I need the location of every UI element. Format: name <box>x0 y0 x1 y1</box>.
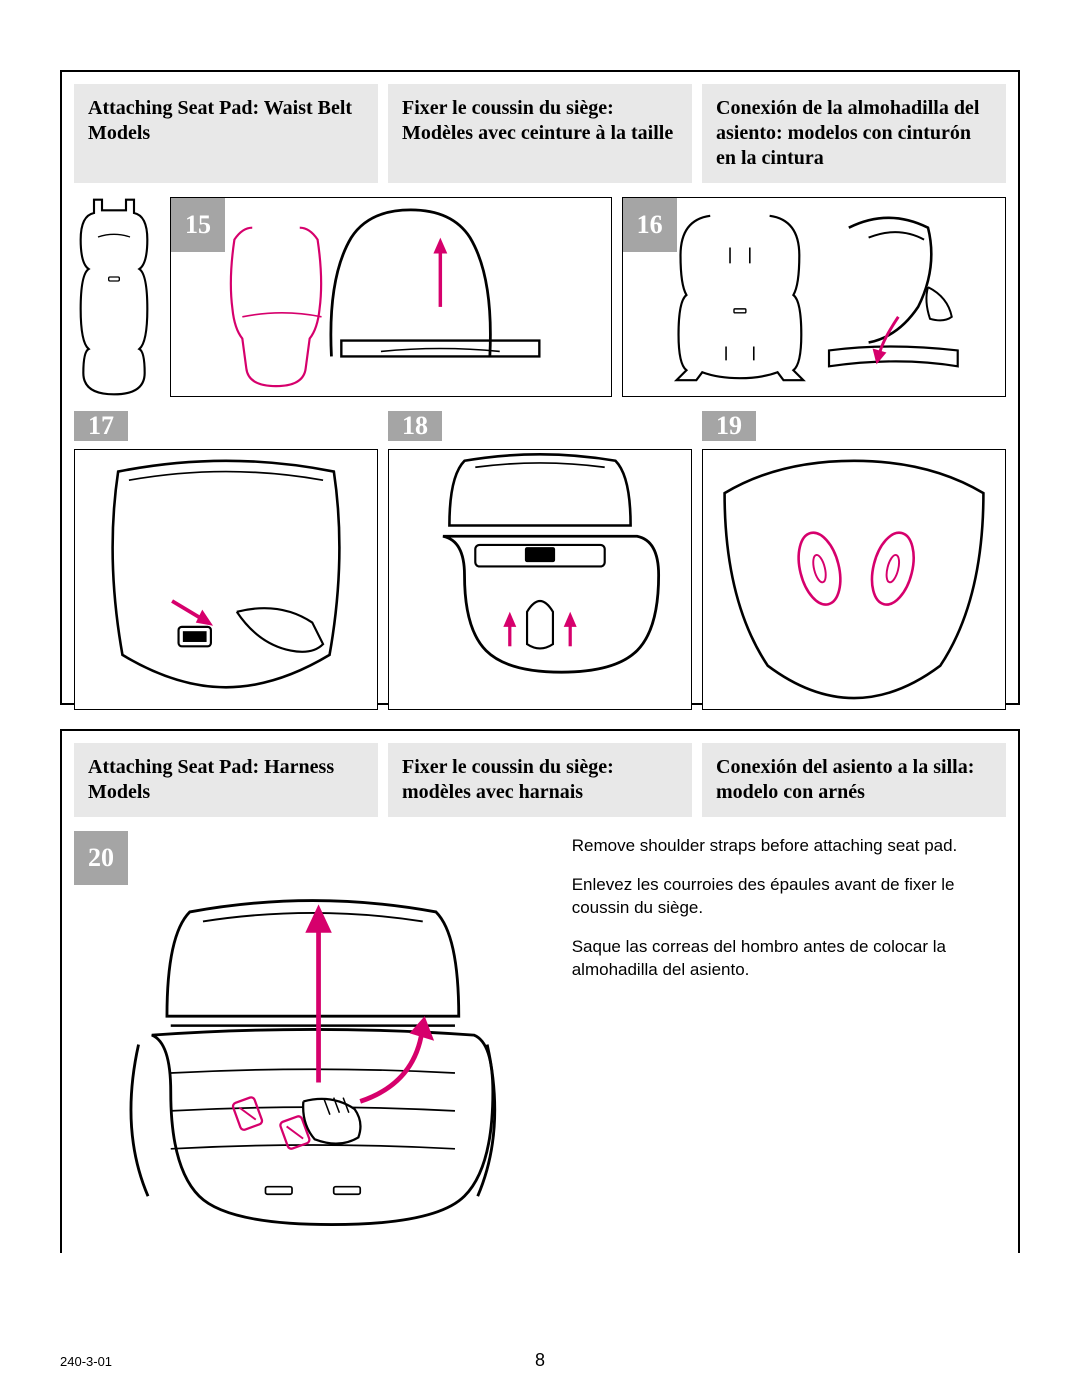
step-20-illustration-wrap <box>74 893 552 1253</box>
header-en: Attaching Seat Pad: Waist Belt Models <box>74 84 378 183</box>
page-number: 8 <box>535 1350 545 1371</box>
step-17-illustration <box>75 450 377 709</box>
step-number: 19 <box>702 411 756 441</box>
steps-row-top: 15 16 <box>74 197 1006 397</box>
manual-page: Attaching Seat Pad: Waist Belt Models Fi… <box>0 0 1080 1397</box>
step-18-illustration <box>389 450 691 709</box>
step-18 <box>388 449 692 710</box>
step-number: 15 <box>171 198 225 252</box>
step-number: 16 <box>623 198 677 252</box>
header-fr: Fixer le coussin du siège: Modèles avec … <box>388 84 692 183</box>
step-16: 16 <box>622 197 1006 397</box>
step-20-illustration <box>74 893 552 1253</box>
step-17 <box>74 449 378 710</box>
step-number: 18 <box>388 411 442 441</box>
step-number: 20 <box>74 831 128 885</box>
instr-es: Saque las correas del hombro antes de co… <box>572 936 1006 982</box>
step-19 <box>702 449 1006 710</box>
instr-en: Remove shoulder straps before attaching … <box>572 835 1006 858</box>
step-16-illustration <box>623 198 1005 396</box>
section-harness: Attaching Seat Pad: Harness Models Fixer… <box>60 729 1020 1253</box>
doc-code: 240-3-01 <box>60 1354 112 1369</box>
header-es-2: Conexión del asiento a la silla: modelo … <box>702 743 1006 817</box>
pad-outline-icon <box>74 197 154 397</box>
step-20-row: 20 <box>74 831 1006 1253</box>
instr-fr: Enlevez les courroies des épaules avant … <box>572 874 1006 920</box>
step-15: 15 <box>170 197 612 397</box>
instruction-text: Remove shoulder straps before attaching … <box>572 831 1006 1253</box>
step-19-illustration <box>703 450 1005 709</box>
steps-row-bottom: 17 18 <box>74 411 1006 691</box>
header-fr-2: Fixer le coussin du siège: modèles avec … <box>388 743 692 817</box>
seat-pad-icon <box>74 197 154 397</box>
header-en-2: Attaching Seat Pad: Harness Models <box>74 743 378 817</box>
header-row-1: Attaching Seat Pad: Waist Belt Models Fi… <box>74 84 1006 183</box>
section-waist-belt: Attaching Seat Pad: Waist Belt Models Fi… <box>60 70 1020 705</box>
header-row-2: Attaching Seat Pad: Harness Models Fixer… <box>74 743 1006 817</box>
header-es: Conexión de la almohadilla del asiento: … <box>702 84 1006 183</box>
step-number: 17 <box>74 411 128 441</box>
step-15-illustration <box>171 198 611 396</box>
